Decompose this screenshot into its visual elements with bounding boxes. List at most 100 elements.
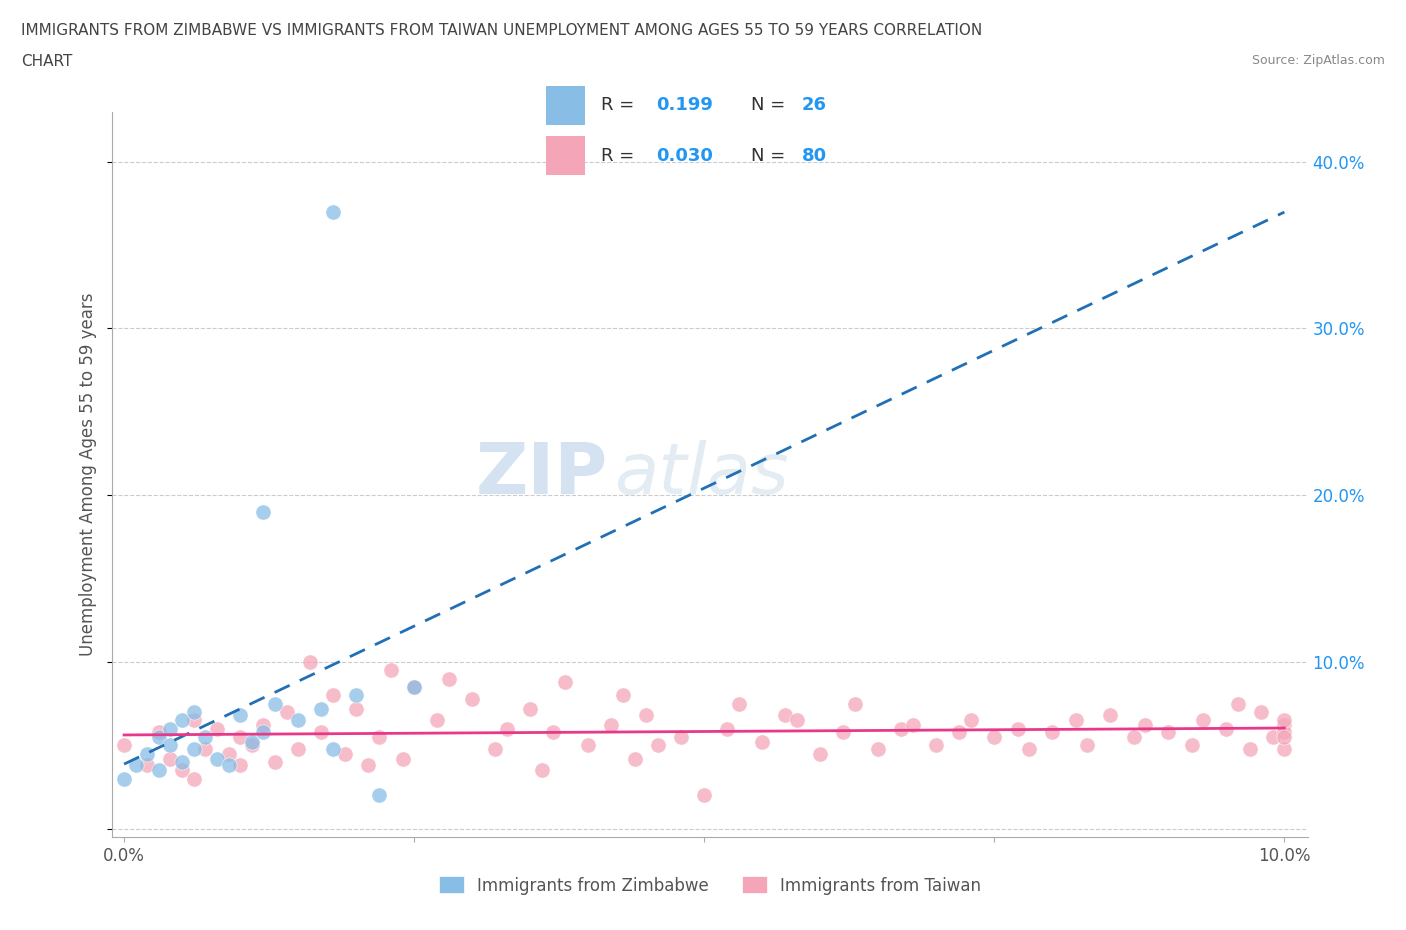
Text: N =: N = <box>751 96 790 113</box>
Point <box>1261 729 1284 744</box>
Point <box>948 724 970 739</box>
Point <box>960 712 983 727</box>
Point <box>669 729 692 744</box>
Legend: Immigrants from Zimbabwe, Immigrants from Taiwan: Immigrants from Zimbabwe, Immigrants fro… <box>432 870 988 901</box>
Point <box>229 708 252 723</box>
Point <box>148 763 170 777</box>
Point <box>218 758 240 773</box>
Point <box>519 701 541 716</box>
Point <box>380 663 402 678</box>
Text: 80: 80 <box>801 147 827 165</box>
Point <box>298 655 321 670</box>
Point <box>229 729 252 744</box>
Point <box>404 680 426 695</box>
Point <box>136 746 159 761</box>
Point <box>868 741 890 756</box>
Point <box>1076 737 1098 752</box>
Point <box>844 697 866 711</box>
Point <box>636 708 658 723</box>
Text: ZIP: ZIP <box>477 440 609 509</box>
Point <box>1018 741 1040 756</box>
Point <box>1226 697 1249 711</box>
Text: CHART: CHART <box>21 54 73 69</box>
Point <box>229 758 252 773</box>
Point <box>1239 741 1261 756</box>
Point <box>194 729 217 744</box>
Point <box>322 205 344 219</box>
Point <box>311 701 333 716</box>
Point <box>172 763 194 777</box>
Point <box>1157 724 1180 739</box>
Point <box>1272 724 1295 739</box>
Point <box>218 746 240 761</box>
Point <box>172 712 194 727</box>
Point <box>576 737 599 752</box>
Point <box>252 504 274 519</box>
Point <box>530 763 553 777</box>
Point <box>322 741 344 756</box>
Point <box>1215 721 1237 736</box>
Point <box>252 718 274 733</box>
Point <box>775 708 797 723</box>
Point <box>890 721 912 736</box>
Point <box>716 721 738 736</box>
Point <box>901 718 924 733</box>
Point <box>612 688 634 703</box>
Point <box>1133 718 1156 733</box>
Text: 26: 26 <box>801 96 827 113</box>
Point <box>1122 729 1144 744</box>
Point <box>1192 712 1215 727</box>
Text: Source: ZipAtlas.com: Source: ZipAtlas.com <box>1251 54 1385 67</box>
Point <box>368 729 391 744</box>
Point <box>484 741 506 756</box>
Point <box>344 701 367 716</box>
FancyBboxPatch shape <box>546 136 585 175</box>
Point <box>1007 721 1029 736</box>
Point <box>252 724 274 739</box>
Point <box>983 729 1005 744</box>
Text: 0.030: 0.030 <box>657 147 713 165</box>
Y-axis label: Unemployment Among Ages 55 to 59 years: Unemployment Among Ages 55 to 59 years <box>79 293 97 656</box>
Point <box>276 705 298 720</box>
Point <box>183 712 205 727</box>
Point <box>112 771 135 786</box>
Point <box>311 724 333 739</box>
Point <box>728 697 751 711</box>
Point <box>183 741 205 756</box>
Point <box>1272 718 1295 733</box>
Point <box>600 718 623 733</box>
Text: IMMIGRANTS FROM ZIMBABWE VS IMMIGRANTS FROM TAIWAN UNEMPLOYMENT AMONG AGES 55 TO: IMMIGRANTS FROM ZIMBABWE VS IMMIGRANTS F… <box>21 23 983 38</box>
Text: atlas: atlas <box>614 440 789 509</box>
Point <box>404 680 426 695</box>
Point <box>786 712 808 727</box>
Point <box>205 751 228 766</box>
Point <box>148 729 170 744</box>
Point <box>426 712 449 727</box>
Point <box>264 697 287 711</box>
Point <box>287 741 309 756</box>
Point <box>808 746 831 761</box>
Point <box>368 788 391 803</box>
Point <box>496 721 519 736</box>
Point <box>461 691 484 706</box>
Point <box>391 751 413 766</box>
Point <box>125 758 148 773</box>
Text: R =: R = <box>602 147 640 165</box>
Point <box>437 671 460 686</box>
Point <box>647 737 669 752</box>
Point <box>183 771 205 786</box>
Point <box>1250 705 1272 720</box>
Point <box>1064 712 1087 727</box>
Point <box>148 724 170 739</box>
Point <box>240 735 263 750</box>
Point <box>1099 708 1122 723</box>
Text: R =: R = <box>602 96 640 113</box>
Point <box>693 788 716 803</box>
Point <box>1272 729 1295 744</box>
Point <box>1040 724 1063 739</box>
Point <box>159 737 181 752</box>
Point <box>264 754 287 769</box>
Point <box>832 724 855 739</box>
Point <box>287 712 309 727</box>
Point <box>333 746 356 761</box>
